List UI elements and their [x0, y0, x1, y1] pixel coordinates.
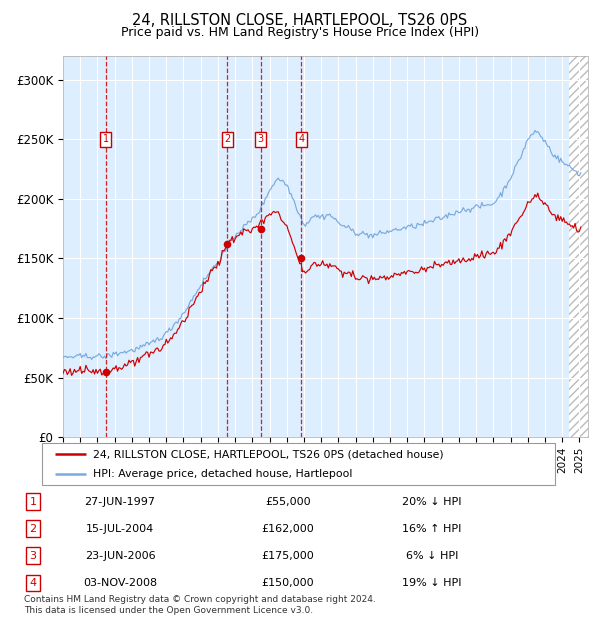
Text: £55,000: £55,000 [265, 497, 311, 507]
Text: £150,000: £150,000 [262, 578, 314, 588]
FancyBboxPatch shape [42, 443, 555, 485]
Text: This data is licensed under the Open Government Licence v3.0.: This data is licensed under the Open Gov… [24, 606, 313, 615]
Text: 3: 3 [257, 134, 263, 144]
Bar [569, 56, 588, 437]
Text: 1: 1 [29, 497, 37, 507]
Text: 15-JUL-2004: 15-JUL-2004 [86, 523, 154, 534]
Text: 16% ↑ HPI: 16% ↑ HPI [403, 523, 461, 534]
Text: 3: 3 [29, 551, 37, 560]
Text: £175,000: £175,000 [262, 551, 314, 560]
Text: 4: 4 [298, 134, 304, 144]
Text: 24, RILLSTON CLOSE, HARTLEPOOL, TS26 0PS (detached house): 24, RILLSTON CLOSE, HARTLEPOOL, TS26 0PS… [94, 449, 444, 459]
Text: 2: 2 [224, 134, 230, 144]
Text: 23-JUN-2006: 23-JUN-2006 [85, 551, 155, 560]
Text: 19% ↓ HPI: 19% ↓ HPI [402, 578, 462, 588]
Text: Price paid vs. HM Land Registry's House Price Index (HPI): Price paid vs. HM Land Registry's House … [121, 26, 479, 39]
Text: 24, RILLSTON CLOSE, HARTLEPOOL, TS26 0PS: 24, RILLSTON CLOSE, HARTLEPOOL, TS26 0PS [133, 13, 467, 29]
Text: 4: 4 [29, 578, 37, 588]
Text: Contains HM Land Registry data © Crown copyright and database right 2024.: Contains HM Land Registry data © Crown c… [24, 595, 376, 604]
Text: HPI: Average price, detached house, Hartlepool: HPI: Average price, detached house, Hart… [94, 469, 353, 479]
Text: 6% ↓ HPI: 6% ↓ HPI [406, 551, 458, 560]
Text: 20% ↓ HPI: 20% ↓ HPI [402, 497, 462, 507]
Text: 1: 1 [103, 134, 109, 144]
Text: 03-NOV-2008: 03-NOV-2008 [83, 578, 157, 588]
Text: 27-JUN-1997: 27-JUN-1997 [85, 497, 155, 507]
Text: 2: 2 [29, 523, 37, 534]
Text: £162,000: £162,000 [262, 523, 314, 534]
